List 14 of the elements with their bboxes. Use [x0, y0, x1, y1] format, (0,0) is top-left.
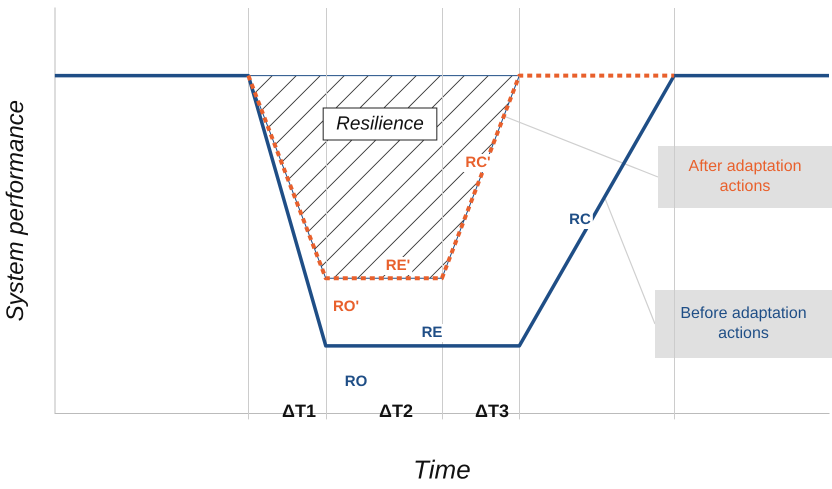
annotation: RO [344, 373, 368, 390]
y-axis-title: System performance [2, 100, 30, 322]
annotation: RE [422, 324, 442, 342]
annotation: RE' [386, 257, 410, 274]
text: Before adaptation actions [679, 304, 808, 344]
annotation: RC' [465, 154, 491, 172]
annotation: ΔT2 [379, 400, 413, 421]
annotation: ΔT1 [282, 400, 316, 421]
annotation: ΔT3 [475, 400, 509, 421]
annotation: Resilience [336, 113, 424, 134]
annotation: RO' [332, 298, 360, 316]
annotation: RC [569, 211, 591, 228]
x-axis-title: Time [413, 454, 471, 485]
text: After adaptation actions [688, 157, 802, 197]
